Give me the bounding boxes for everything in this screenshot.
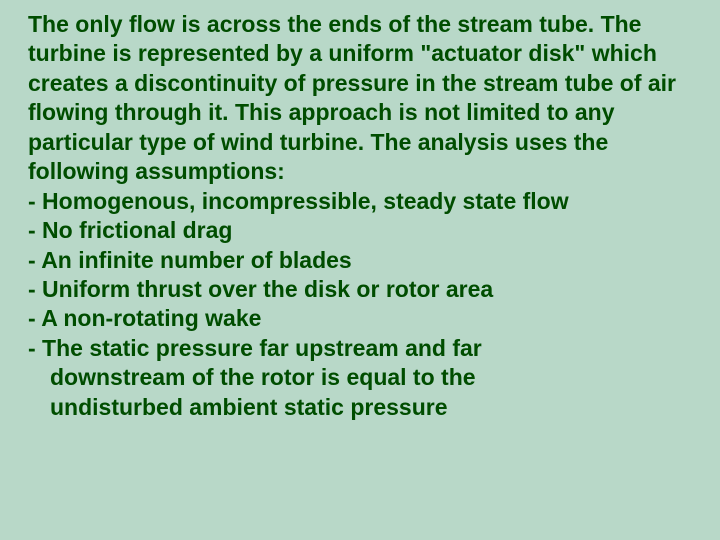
- assumption-4: - Uniform thrust over the disk or rotor …: [28, 275, 692, 304]
- assumption-3: - An infinite number of blades: [28, 246, 692, 275]
- assumption-2: - No frictional drag: [28, 216, 692, 245]
- assumption-1: - Homogenous, incompressible, steady sta…: [28, 187, 692, 216]
- assumption-6-line-2: downstream of the rotor is equal to the: [28, 363, 692, 392]
- assumption-5: - A non-rotating wake: [28, 304, 692, 333]
- intro-paragraph: The only flow is across the ends of the …: [28, 10, 692, 187]
- assumption-6-line-1: - The static pressure far upstream and f…: [28, 334, 692, 363]
- slide: The only flow is across the ends of the …: [0, 0, 720, 540]
- assumption-6-line-3: undisturbed ambient static pressure: [28, 393, 692, 422]
